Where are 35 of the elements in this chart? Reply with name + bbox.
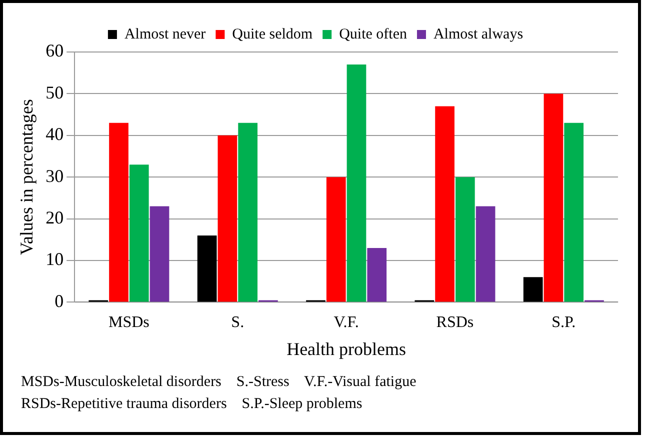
bar (326, 177, 346, 302)
bar (346, 64, 366, 302)
y-tick-label: 30 (46, 166, 64, 186)
legend-label: Almost always (433, 26, 524, 42)
x-axis-title: Health problems (286, 338, 406, 359)
x-tick-label: RSDs (436, 314, 474, 332)
bar (476, 206, 496, 302)
x-tick-label: MSDs (108, 314, 150, 332)
text: RSDs-Repetitive trauma disorders S.P.-Sleep problems (21, 396, 362, 412)
bar (367, 248, 387, 302)
bar (455, 177, 475, 302)
y-tick-label: 60 (46, 40, 64, 61)
text: MSDs-Musculoskeletal disorders S.-Stress V.F.-Visual fatigue (21, 374, 416, 390)
y-tick-label: 0 (54, 290, 64, 311)
x-tick-label: S. (231, 314, 244, 332)
bar (150, 206, 170, 302)
bar (523, 277, 543, 302)
bar (109, 122, 128, 302)
y-axis-title: Values in percentages (16, 99, 37, 256)
legend-label: Quite often (339, 26, 408, 42)
bar (544, 94, 564, 302)
x-tick-label: S.P. (552, 314, 576, 332)
y-tick-label: 10 (46, 249, 64, 270)
legend-label: Quite seldom (232, 26, 313, 42)
y-tick-label: 20 (46, 208, 64, 228)
y-tick-label: 40 (46, 124, 64, 144)
x-tick-label: V.F. (334, 314, 359, 332)
bar (238, 122, 258, 302)
y-tick-label: 50 (46, 82, 64, 102)
bar (564, 122, 584, 302)
bar (129, 164, 149, 302)
bar (197, 235, 217, 302)
legend-label: Almost never (124, 26, 206, 42)
bar (435, 106, 454, 302)
bar (218, 135, 238, 302)
